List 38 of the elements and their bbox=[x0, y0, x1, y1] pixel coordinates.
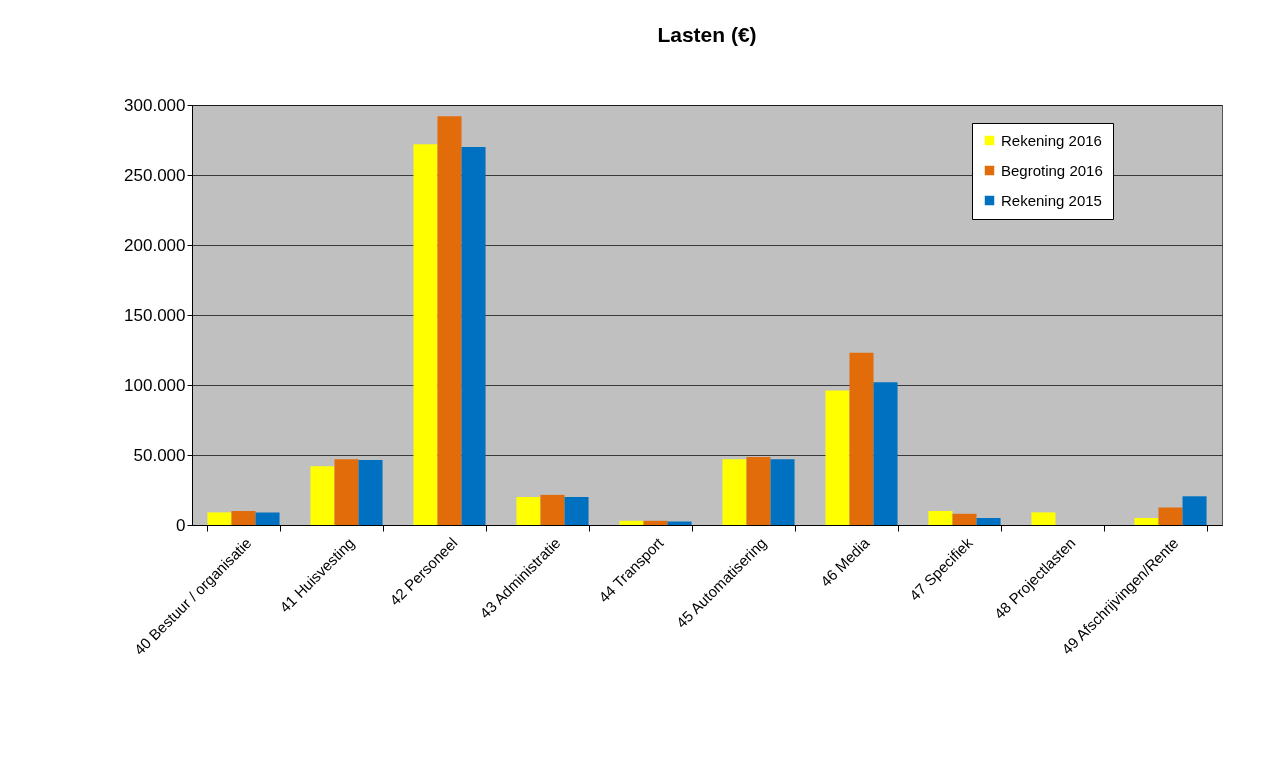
y-tick-label: 250.000 bbox=[124, 165, 186, 185]
bar bbox=[825, 390, 850, 525]
bar bbox=[358, 459, 383, 525]
y-tick-label: 200.000 bbox=[124, 235, 186, 255]
y-tick-label: 150.000 bbox=[124, 305, 186, 325]
bar bbox=[564, 497, 589, 525]
bar bbox=[231, 511, 256, 525]
bar bbox=[1158, 507, 1183, 525]
bar bbox=[207, 512, 232, 525]
bar bbox=[928, 511, 953, 525]
bar bbox=[1182, 496, 1207, 525]
bar bbox=[437, 116, 462, 525]
bar bbox=[849, 352, 874, 525]
y-tick-label: 100.000 bbox=[124, 375, 186, 395]
bar bbox=[643, 520, 668, 525]
y-tick-label: 0 bbox=[176, 515, 186, 535]
bar bbox=[310, 466, 335, 525]
chart-title: Lasten (€) bbox=[657, 23, 757, 46]
bar bbox=[1031, 512, 1056, 525]
bar bbox=[334, 459, 359, 525]
bar bbox=[873, 382, 898, 525]
legend-label: Rekening 2015 bbox=[1001, 191, 1102, 209]
legend-label: Rekening 2016 bbox=[1001, 131, 1102, 149]
y-tick-label: 300.000 bbox=[124, 95, 186, 115]
legend-label: Begroting 2016 bbox=[1001, 161, 1103, 179]
bar bbox=[516, 497, 541, 525]
y-tick-label: 50.000 bbox=[133, 445, 186, 465]
bar bbox=[1134, 518, 1159, 525]
bar bbox=[461, 147, 486, 525]
bar bbox=[413, 144, 438, 525]
bar bbox=[540, 494, 565, 525]
bar bbox=[746, 457, 771, 525]
bar bbox=[952, 513, 977, 525]
bar bbox=[255, 512, 280, 525]
bar bbox=[976, 518, 1001, 525]
bar bbox=[619, 520, 644, 525]
bar bbox=[722, 459, 747, 525]
bar bbox=[770, 459, 795, 525]
